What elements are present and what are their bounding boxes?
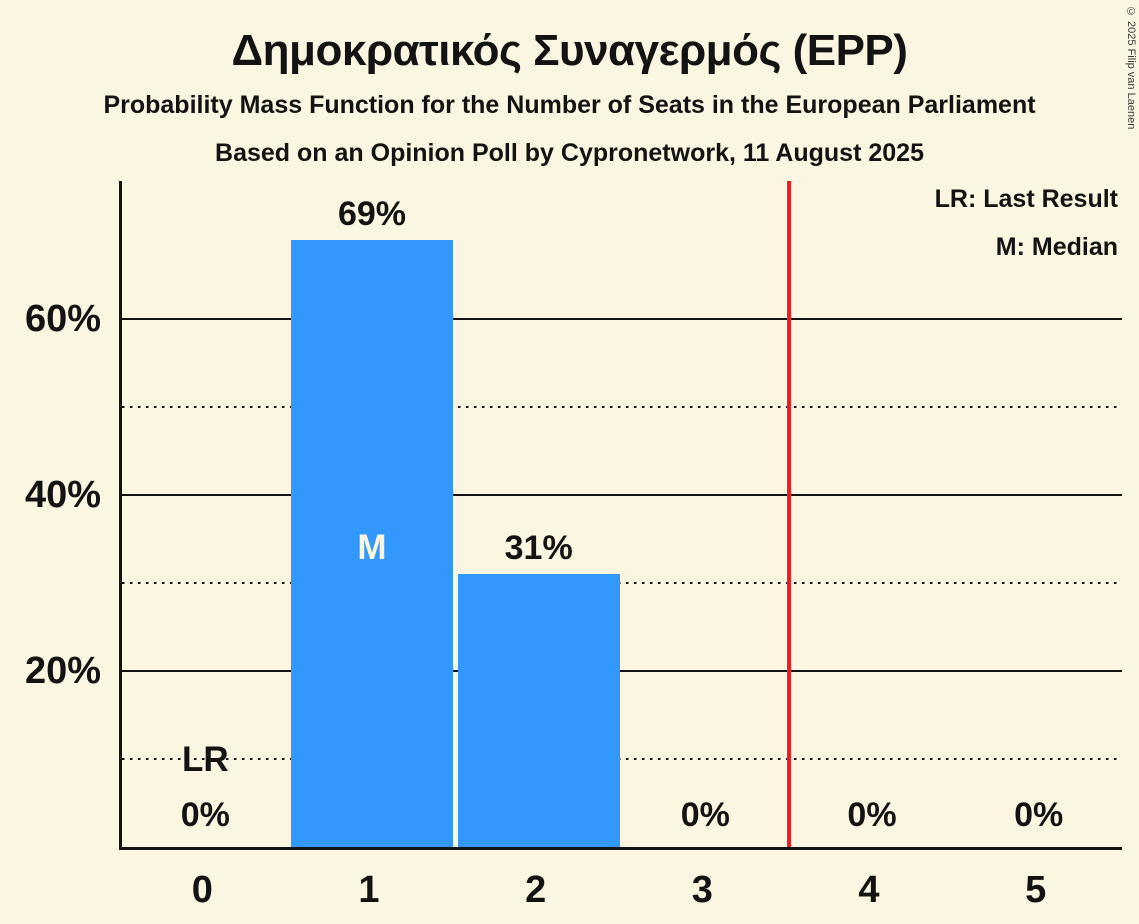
bar-value-label-1: 69% [337, 194, 407, 233]
bar-value-label-2: 31% [504, 529, 573, 568]
legend-median: M: Median [995, 233, 1118, 261]
x-axis-label-3: 3 [691, 869, 713, 911]
bar-value-label-0: 0% [180, 796, 230, 834]
bar-value-label-5: 0% [1014, 796, 1064, 834]
gridline-dotted-50 [122, 406, 1122, 408]
chart-subtitle: Probability Mass Function for the Number… [103, 91, 1036, 119]
gridline-solid-60 [122, 318, 1122, 320]
gridline-dotted-30 [122, 582, 1122, 584]
x-axis-label-2: 2 [525, 869, 547, 911]
chart-source-line: Based on an Opinion Poll by Cypronetwork… [215, 139, 924, 167]
gridline-solid-40 [122, 494, 1122, 496]
chart-title: Δημοκρατικός Συναγερμός (EPP) [231, 26, 908, 75]
legend-last-result: LR: Last Result [934, 185, 1118, 213]
last-result-marker: LR [182, 740, 229, 779]
x-axis-label-5: 5 [1025, 869, 1047, 911]
median-marker: M [357, 528, 387, 567]
bar-value-label-3: 0% [680, 796, 730, 834]
gridline-dotted-10 [122, 758, 1122, 760]
x-axis-label-4: 4 [858, 869, 880, 911]
copyright-notice: © 2025 Filip van Laenen [1125, 6, 1137, 130]
bar-seats-2 [457, 574, 620, 847]
y-axis-label-60: 60% [24, 298, 101, 340]
y-axis-label-40: 40% [24, 474, 101, 516]
x-axis-label-0: 0 [191, 869, 213, 911]
bar-value-label-4: 0% [847, 796, 897, 834]
plot-area: 0% 69% 31% 0% 0% 0% M LR [119, 181, 1122, 850]
bar-seats-1 [291, 239, 453, 847]
x-axis-label-1: 1 [358, 869, 380, 911]
last-result-line [786, 181, 791, 847]
y-axis-label-20: 20% [24, 650, 101, 692]
gridline-solid-20 [122, 670, 1122, 672]
